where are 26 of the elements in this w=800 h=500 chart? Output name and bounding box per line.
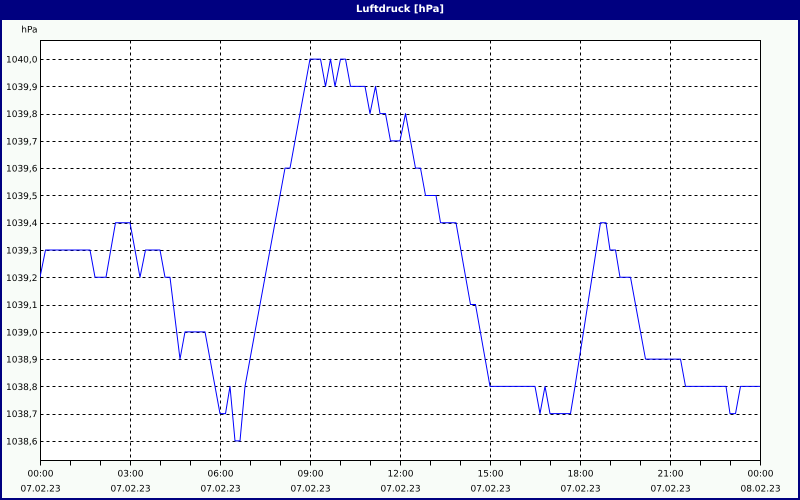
x-tick-label: 21:00 07.02.23 — [650, 470, 691, 494]
x-tick-label: 03:00 07.02.23 — [110, 470, 151, 494]
x-tick-label: 18:00 07.02.23 — [560, 470, 601, 494]
x-tick-label: 15:00 07.02.23 — [470, 470, 511, 494]
chart-title: Luftdruck [hPa] — [0, 0, 800, 20]
x-tick-label: 09:00 07.02.23 — [290, 470, 331, 494]
y-tick-label: 1039,2 — [6, 274, 38, 284]
y-tick-label: 1038,7 — [6, 410, 38, 420]
y-tick-label: 1039,5 — [6, 192, 38, 202]
y-tick-label: 1038,9 — [6, 356, 38, 366]
y-tick-label: 1038,6 — [6, 437, 38, 448]
y-tick-label: 1039,7 — [6, 137, 38, 148]
y-tick-label: 1039,9 — [6, 82, 38, 93]
y-tick-label: 1038,8 — [6, 382, 38, 393]
y-tick-label: 1039,6 — [6, 164, 38, 175]
y-tick-label: 1040,0 — [6, 56, 38, 66]
x-tick-label: 06:00 07.02.23 — [200, 470, 241, 494]
y-tick-label: 1039,0 — [6, 328, 38, 338]
y-tick-label: 1039,1 — [6, 301, 38, 312]
y-tick-label: 1039,4 — [6, 219, 38, 230]
y-tick-label: 1039,8 — [6, 110, 38, 120]
x-tick-label: 00:00 08.02.23 — [740, 470, 781, 494]
y-tick-label: 1039,3 — [6, 246, 38, 256]
y-axis-title: hPa — [21, 26, 38, 36]
x-tick-label: 00:00 07.02.23 — [20, 470, 61, 494]
x-tick-label: 12:00 07.02.23 — [380, 470, 421, 494]
